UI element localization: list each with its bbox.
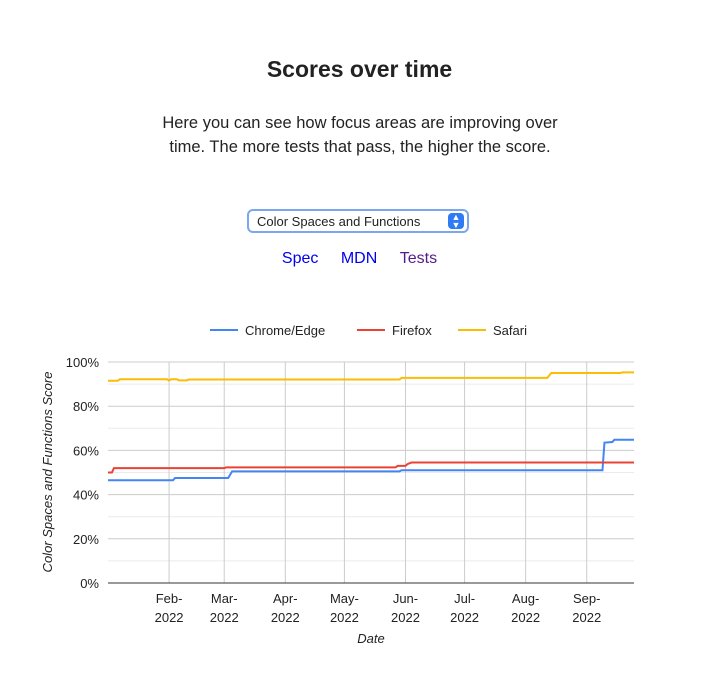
x-axis-title: Date [357, 631, 384, 646]
spec-link[interactable]: Spec [281, 250, 319, 267]
x-tick-label: 2022 [391, 610, 420, 625]
x-tick-label: 2022 [210, 610, 239, 625]
series-line-chrome-edge [108, 438, 634, 482]
x-tick-label: 2022 [450, 610, 479, 625]
y-tick-label: 40% [73, 488, 99, 503]
x-tick-label: Feb- [156, 591, 183, 606]
legend-label: Chrome/Edge [245, 323, 325, 338]
x-tick-label: 2022 [330, 610, 359, 625]
x-tick-label: Aug- [512, 591, 539, 606]
legend-label: Safari [493, 323, 527, 338]
series-line-safari [108, 371, 634, 382]
y-tick-label: 80% [73, 399, 99, 414]
x-tick-label: Jul- [454, 591, 475, 606]
y-tick-label: 20% [73, 532, 99, 547]
x-tick-label: 2022 [572, 610, 601, 625]
select-value: Color Spaces and Functions [257, 214, 421, 229]
select-arrows-icon: ▲ ▼ [448, 213, 464, 230]
x-tick-label: May- [330, 591, 359, 606]
focus-area-select[interactable]: Color Spaces and Functions ▲ ▼ [247, 209, 469, 233]
x-tick-label: Mar- [211, 591, 238, 606]
y-tick-label: 0% [80, 576, 99, 591]
x-tick-label: Jun- [393, 591, 418, 606]
x-tick-label: 2022 [155, 610, 184, 625]
tests-link[interactable]: Tests [399, 250, 438, 267]
mdn-link[interactable]: MDN [340, 250, 378, 267]
x-tick-label: 2022 [511, 610, 540, 625]
description: Here you can see how focus areas are imp… [162, 114, 558, 156]
x-tick-label: Sep- [573, 591, 600, 606]
series-line-firefox [108, 461, 634, 474]
x-tick-label: 2022 [271, 610, 300, 625]
page-title: Scores over time [266, 56, 453, 82]
x-tick-label: Apr- [273, 591, 298, 606]
y-tick-label: 100% [66, 355, 100, 370]
y-axis-title: Color Spaces and Functions Score [40, 372, 55, 573]
legend-label: Firefox [392, 323, 432, 338]
y-tick-label: 60% [73, 443, 99, 458]
